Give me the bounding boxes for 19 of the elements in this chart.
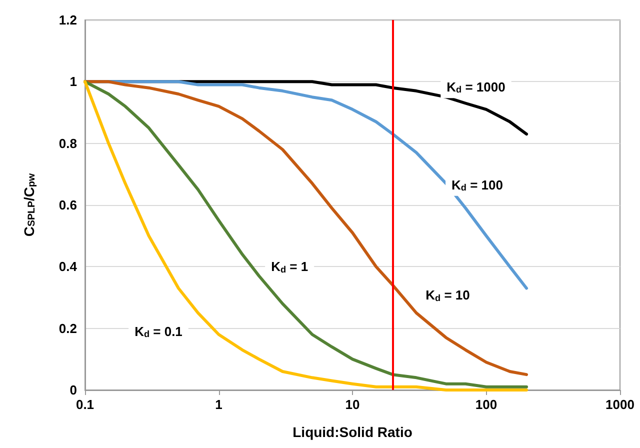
y-tick-label: 1	[70, 74, 77, 90]
x-tick-label: 1	[215, 397, 222, 412]
x-tick-label: 0.1	[76, 397, 94, 412]
y-axis-title: CSPLP/Cpw	[21, 172, 38, 237]
y-tick-label: 0.6	[58, 198, 77, 212]
series-label: Kd = 1	[271, 259, 308, 274]
x-tick-label: 10	[345, 397, 360, 412]
x-tick-label: 100	[475, 397, 498, 412]
y-tick-label: 0	[70, 382, 77, 398]
x-tick-label: 1000	[606, 397, 634, 412]
series-label: Kd = 10	[426, 288, 470, 303]
y-tick-label: 0.4	[58, 259, 78, 274]
y-tick-label: 0.8	[58, 136, 77, 151]
series-label: Kd = 1000	[446, 80, 506, 95]
series-label: Kd = 100	[452, 177, 503, 192]
series-label: Kd = 0.1	[134, 324, 182, 339]
y-tick-label: 1.2	[58, 12, 77, 28]
x-axis-title: Liquid:Solid Ratio	[292, 424, 412, 440]
y-tick-label: 0.2	[58, 320, 77, 336]
